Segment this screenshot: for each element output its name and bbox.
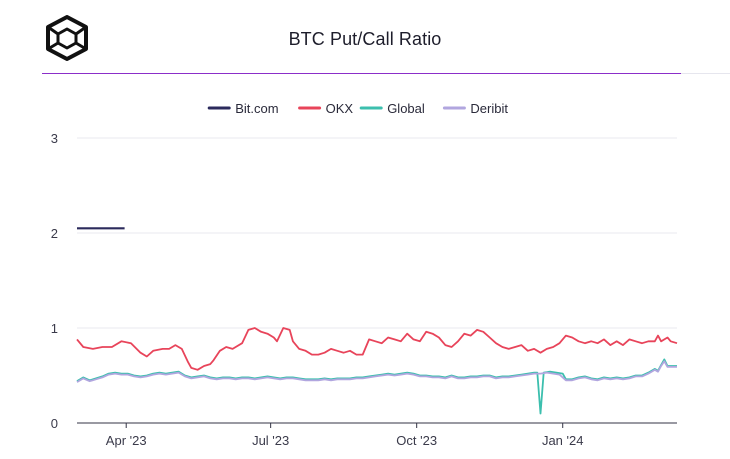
- legend-label: Bit.com: [235, 101, 278, 116]
- x-tick-label: Jan '24: [542, 433, 584, 448]
- x-axis: Apr '23 Jul '23 Oct '23 Jan '24: [77, 422, 677, 448]
- put-call-ratio-chart: Bit.com OKX Global Deribit 0 1 2 3 Apr '23 Jul …: [51, 101, 678, 448]
- legend-item-bit-com[interactable]: Bit.com: [207, 101, 279, 116]
- x-tick-label: Oct '23: [396, 433, 437, 448]
- legend-item-deribit[interactable]: Deribit: [442, 101, 508, 116]
- chart-legend: Bit.com OKX Global Deribit: [207, 101, 508, 116]
- y-tick-label: 3: [51, 131, 58, 146]
- series-line-okx[interactable]: [76, 327, 678, 371]
- chart-gridlines: [77, 137, 677, 424]
- cube-logo-icon[interactable]: [44, 15, 90, 61]
- y-axis: 0 1 2 3: [51, 131, 58, 431]
- x-tick-label: Apr '23: [106, 433, 147, 448]
- legend-label: Global: [387, 101, 425, 116]
- header-divider: [42, 73, 681, 74]
- y-tick-label: 1: [51, 321, 58, 336]
- x-tick-label: Jul '23: [252, 433, 289, 448]
- y-tick-label: 2: [51, 226, 58, 241]
- legend-item-global[interactable]: Global: [359, 101, 425, 116]
- chart-title: BTC Put/Call Ratio: [288, 29, 442, 49]
- series-line-deribit[interactable]: [76, 360, 677, 383]
- series-line-global[interactable]: [76, 358, 677, 415]
- chart-header: BTC Put/Call Ratio: [0, 0, 730, 74]
- legend-label: OKX: [326, 101, 354, 116]
- legend-label: Deribit: [470, 101, 508, 116]
- legend-item-okx[interactable]: OKX: [298, 101, 354, 116]
- plot-area: [76, 227, 678, 415]
- y-tick-label: 0: [51, 416, 58, 431]
- header-divider-extension: [681, 73, 730, 74]
